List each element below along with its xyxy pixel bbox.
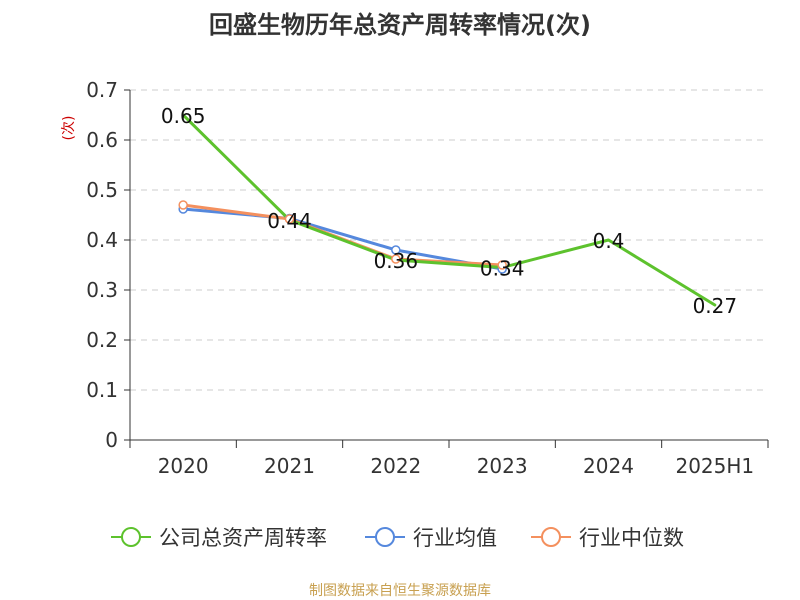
y-tick-label: 0.2 (86, 328, 118, 352)
legend-item[interactable]: 行业均值 (365, 526, 497, 550)
series-point (178, 200, 188, 210)
x-tick-label: 2025H1 (675, 454, 754, 478)
source-note: 制图数据来自恒生聚源数据库 (309, 583, 491, 599)
series-line (181, 207, 504, 271)
grid-lines (130, 89, 768, 391)
legend-circle-icon (375, 527, 395, 547)
data-label: 0.27 (693, 294, 738, 318)
series-point (391, 245, 401, 255)
x-tick-label: 2021 (264, 454, 315, 478)
series-line (181, 113, 717, 307)
y-tick-label: 0.4 (86, 228, 118, 252)
y-tick-label: 0.3 (86, 278, 118, 302)
data-label: 0.65 (161, 104, 206, 128)
axes: 0 0.1 0.2 0.3 0.4 0.5 0.6 0.7 2020 2021 2022 2023 20… (86, 78, 769, 478)
x-tick-label: 2020 (158, 454, 209, 478)
y-tick-label: 0 (105, 428, 118, 452)
y-axis-label: (次) (61, 116, 77, 141)
data-label: 0.34 (480, 257, 525, 281)
x-tick-label: 2024 (583, 454, 634, 478)
y-tick-label: 0.1 (86, 378, 118, 402)
legend-label: 行业中位数 (579, 526, 684, 550)
y-tick-label: 0.7 (86, 78, 118, 102)
legend-item[interactable]: 公司总资产周转率 (111, 526, 327, 550)
data-label: 0.44 (267, 209, 312, 233)
y-tick-label: 0.6 (86, 128, 118, 152)
series-point (284, 214, 295, 224)
series-lines (181, 113, 717, 307)
legend-label: 行业均值 (413, 526, 497, 550)
data-label: 0.4 (593, 229, 625, 253)
data-labels: 0.65 0.44 0.36 0.34 0.4 0.27 (161, 104, 737, 318)
data-label: 0.36 (374, 249, 419, 273)
series-point (497, 260, 507, 270)
legend-item[interactable]: 行业中位数 (531, 526, 684, 550)
legend-circle-icon (541, 527, 561, 547)
legend[interactable]: 公司总资产周转率 行业均值 行业中位数 (111, 526, 684, 550)
legend-label: 公司总资产周转率 (159, 526, 327, 550)
y-tick-label: 0.5 (86, 178, 118, 202)
series-point (391, 254, 401, 264)
x-tick-label: 2022 (370, 454, 421, 478)
series-markers (178, 200, 507, 274)
chart-title: 回盛生物历年总资产周转率情况(次) (209, 11, 591, 39)
legend-circle-icon (121, 527, 141, 547)
x-tick-label: 2023 (477, 454, 528, 478)
